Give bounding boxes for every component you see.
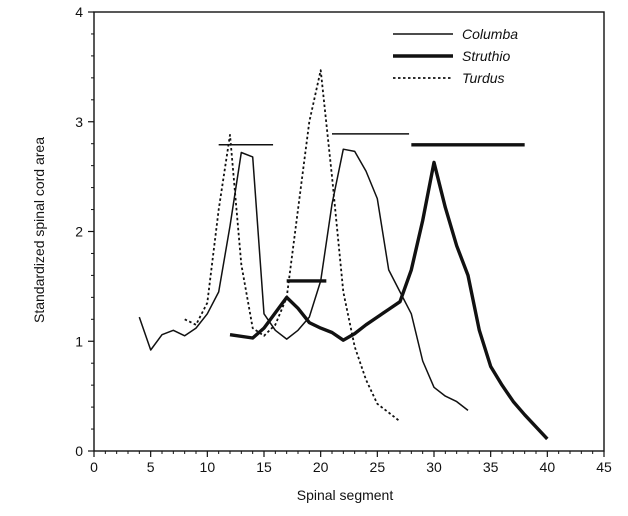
y-tick-label: 2 bbox=[75, 224, 83, 240]
y-tick-label: 3 bbox=[75, 114, 83, 130]
x-axis: 0 5 10 15 20 25 30 35 40 45 bbox=[90, 451, 612, 475]
series-layer bbox=[138, 69, 549, 441]
y-tick-label: 1 bbox=[75, 333, 83, 349]
range-bars bbox=[218, 133, 525, 283]
y-tick-label: 4 bbox=[75, 4, 83, 20]
series-line-struthio bbox=[229, 160, 549, 441]
x-tick-label: 0 bbox=[90, 459, 98, 475]
x-tick-label: 20 bbox=[313, 459, 329, 475]
legend-label-turdus: Turdus bbox=[462, 70, 505, 86]
x-tick-label: 10 bbox=[200, 459, 216, 475]
y-tick-label: 0 bbox=[75, 443, 83, 459]
x-axis-title: Spinal segment bbox=[297, 487, 394, 503]
plot-frame bbox=[93, 11, 605, 452]
series-line-columba bbox=[138, 148, 469, 411]
legend: Columba Struthio Turdus bbox=[393, 26, 518, 86]
x-tick-label: 30 bbox=[426, 459, 442, 475]
y-axis: 0 1 2 3 4 bbox=[75, 4, 94, 459]
x-tick-label: 45 bbox=[596, 459, 612, 475]
x-tick-label: 25 bbox=[370, 459, 386, 475]
y-axis-title: Standardized spinal cord area bbox=[31, 137, 47, 323]
x-tick-label: 35 bbox=[483, 459, 499, 475]
x-tick-label: 5 bbox=[147, 459, 155, 475]
legend-label-columba: Columba bbox=[462, 26, 518, 42]
legend-label-struthio: Struthio bbox=[462, 48, 510, 64]
x-tick-label: 15 bbox=[256, 459, 272, 475]
x-tick-label: 40 bbox=[540, 459, 556, 475]
series-line-turdus bbox=[184, 69, 401, 423]
plot-border bbox=[93, 11, 605, 452]
